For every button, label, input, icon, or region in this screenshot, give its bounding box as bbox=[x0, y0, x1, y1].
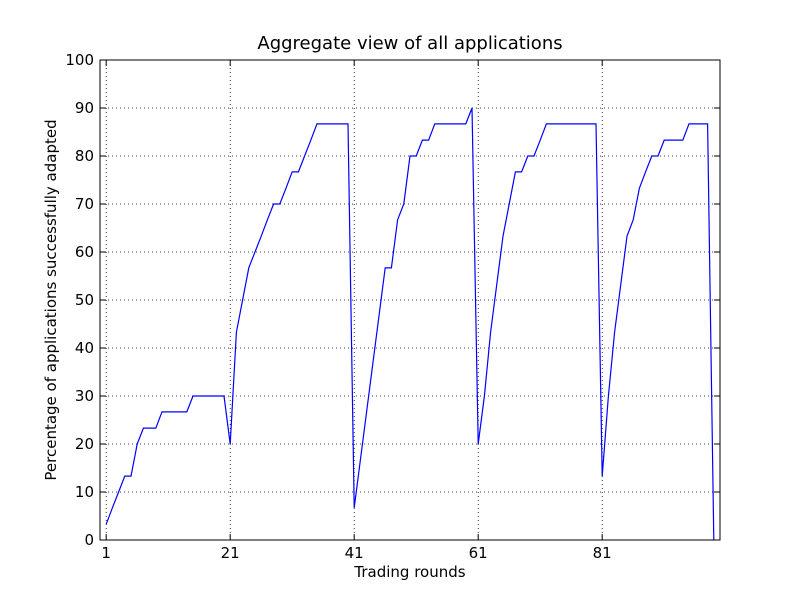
y-tick-label: 90 bbox=[75, 99, 94, 117]
chart-title: Aggregate view of all applications bbox=[257, 33, 562, 54]
y-tick-label: 60 bbox=[75, 243, 94, 261]
series-line bbox=[105, 107, 715, 541]
y-tick-label: 20 bbox=[75, 435, 94, 453]
axis-ticks: 1 21 41 61 81 0 10 20 30 40 50 60 70 80 90 100 bbox=[65, 51, 720, 562]
y-tick-label: 30 bbox=[75, 387, 94, 405]
plot-frame bbox=[99, 59, 721, 541]
grid bbox=[100, 60, 720, 540]
x-tick-label: 41 bbox=[345, 544, 364, 562]
y-tick-label: 70 bbox=[75, 195, 94, 213]
y-tick-label: 80 bbox=[75, 147, 94, 165]
y-tick-label: 0 bbox=[84, 531, 94, 549]
x-tick-label: 21 bbox=[221, 544, 240, 562]
x-tick-label: 61 bbox=[469, 544, 488, 562]
y-tick-label: 100 bbox=[65, 51, 94, 69]
x-axis-label: Trading rounds bbox=[353, 563, 465, 581]
y-tick-label: 40 bbox=[75, 339, 94, 357]
y-tick-label: 50 bbox=[75, 291, 94, 309]
x-tick-label: 81 bbox=[593, 544, 612, 562]
y-tick-label: 10 bbox=[75, 483, 94, 501]
x-tick-label: 1 bbox=[101, 544, 111, 562]
series-layer bbox=[105, 107, 715, 541]
y-axis-label: Percentage of applications successfully … bbox=[42, 119, 60, 480]
